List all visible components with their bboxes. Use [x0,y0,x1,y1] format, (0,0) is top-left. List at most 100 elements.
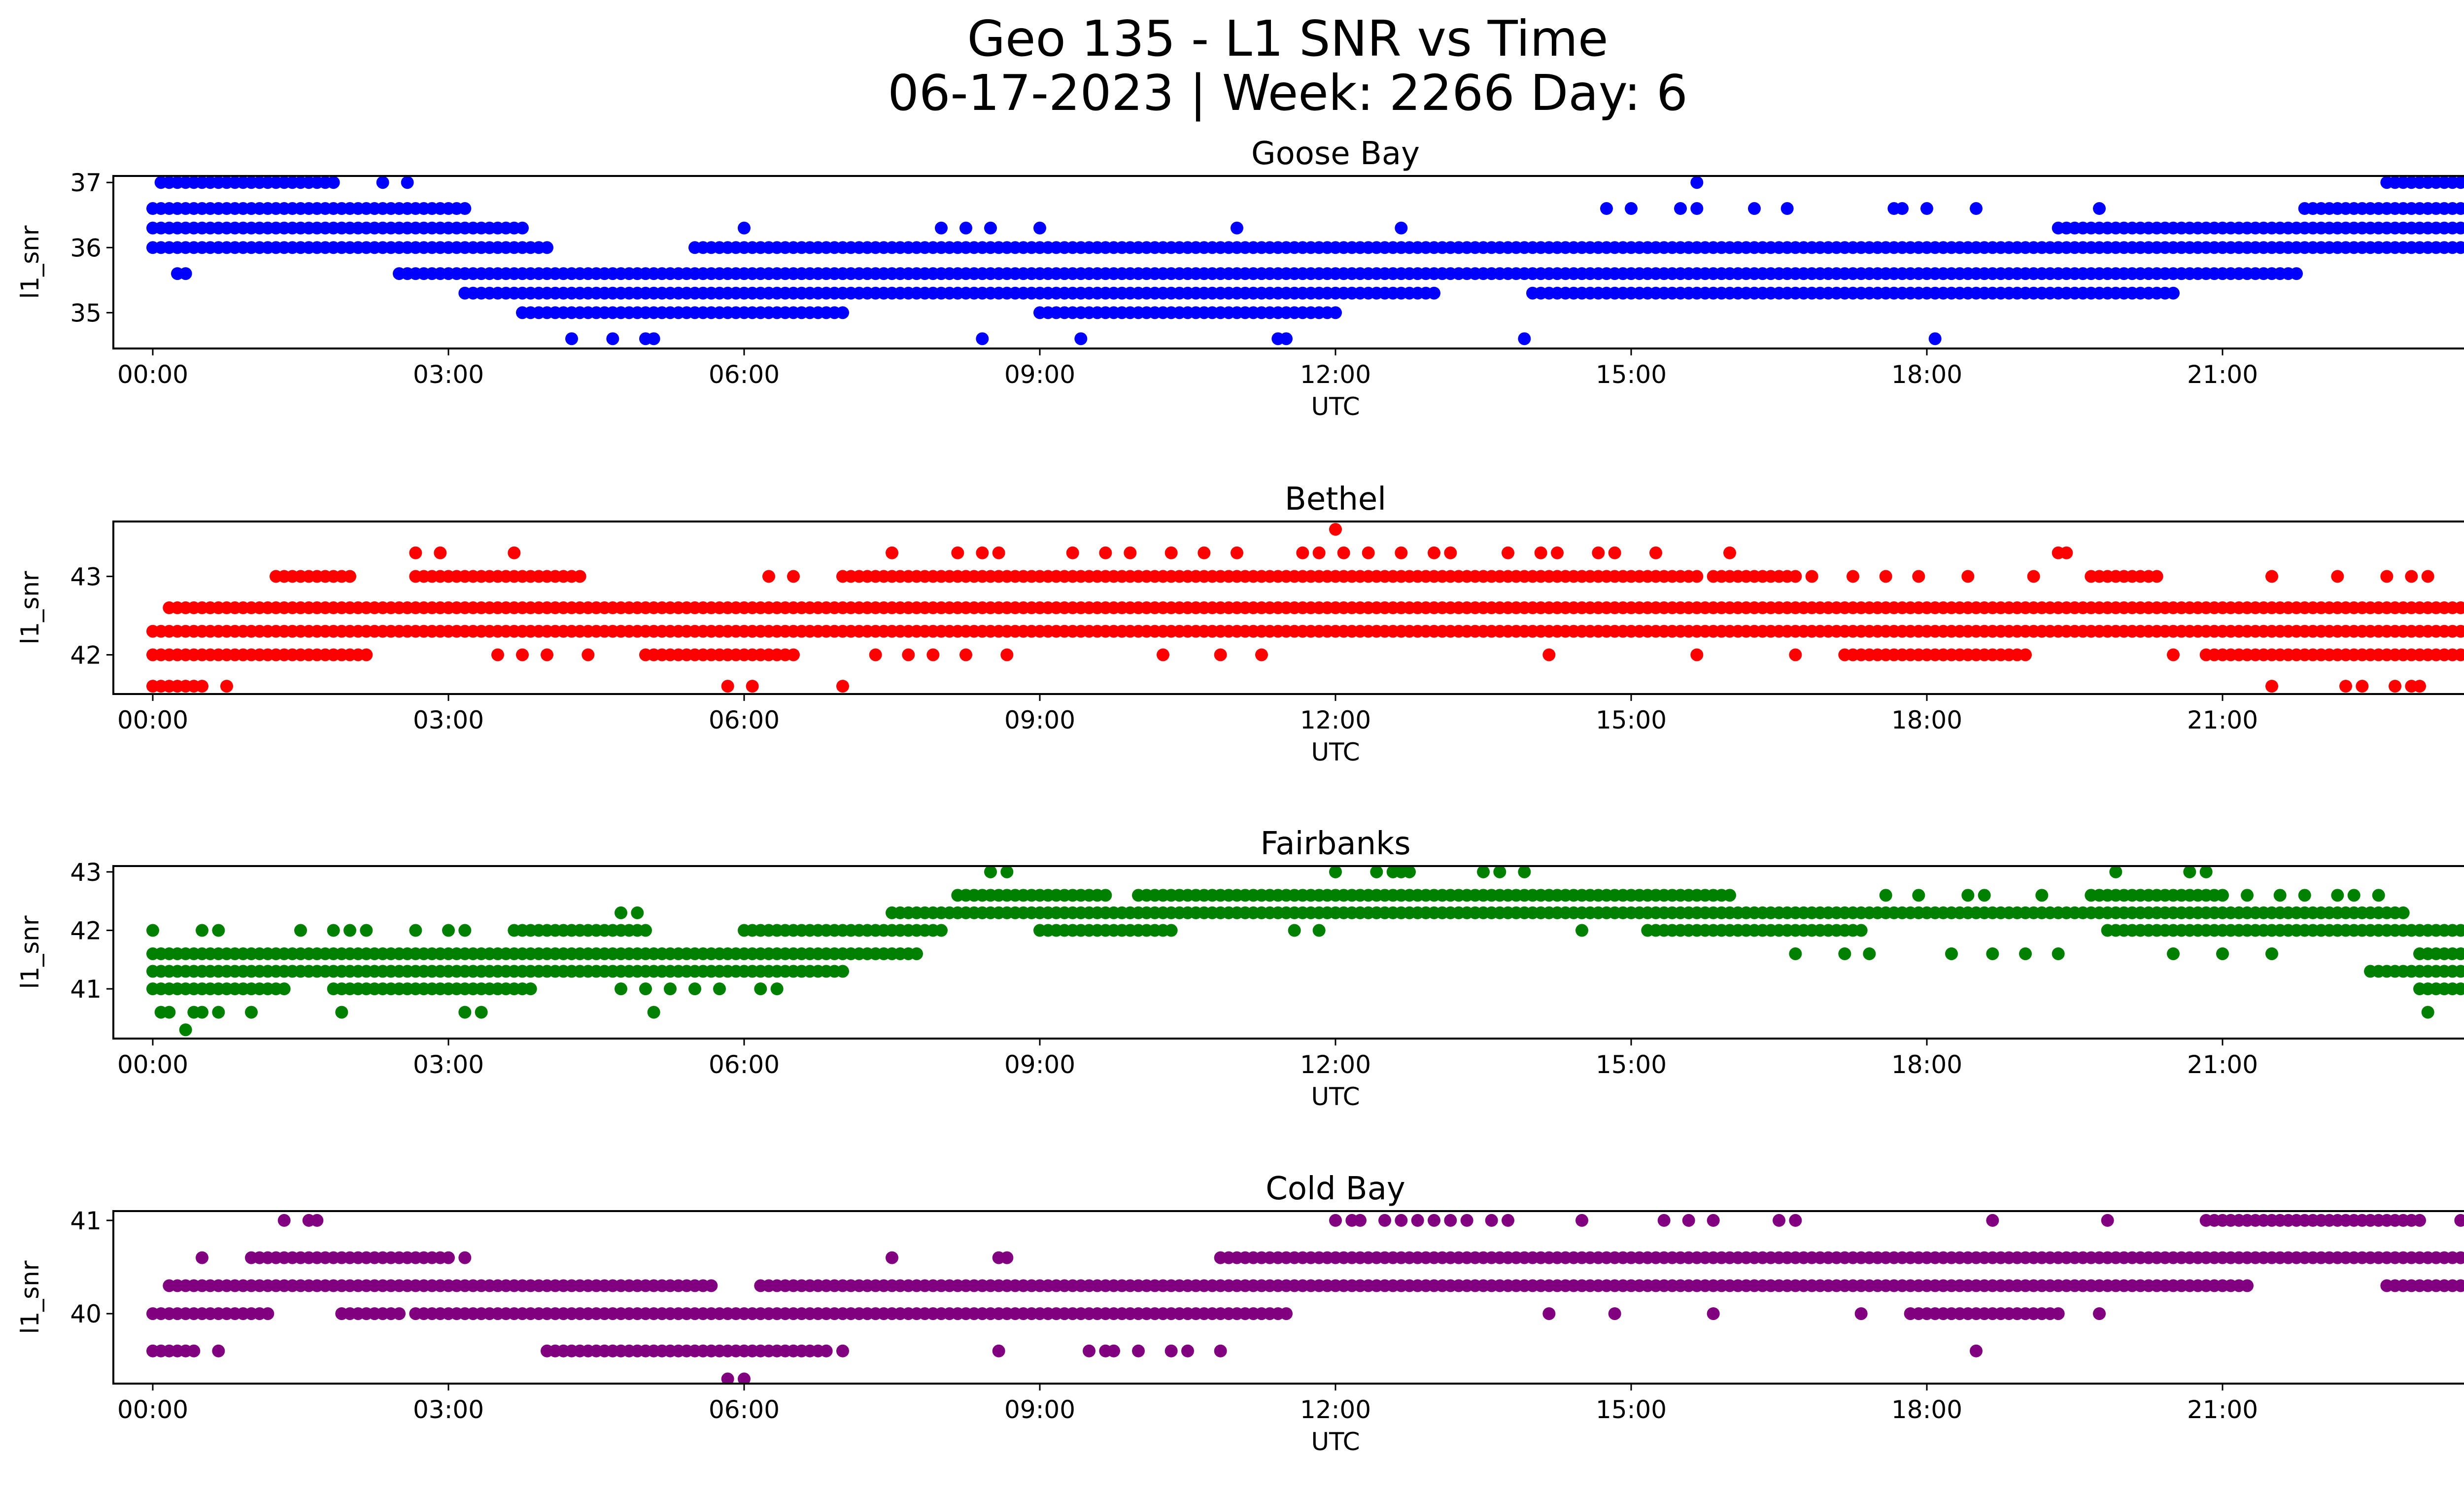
data-point [1789,947,1802,960]
data-point [1748,202,1761,215]
data-point [2454,947,2464,960]
x-tick-label: 03:00 [413,1395,484,1424]
data-point [196,1006,208,1019]
data-point [647,1006,660,1019]
y-tick-label: 43 [70,562,102,591]
data-point [2109,866,2122,878]
data-point [1231,221,1243,235]
data-point [1534,546,1547,559]
data-point [1000,866,1014,878]
x-tick-label: 06:00 [709,360,780,389]
data-point [910,947,923,960]
data-point [2052,947,2065,960]
data-point [1164,924,1178,937]
data-point [1518,332,1531,346]
x-tick-label: 00:00 [117,1395,188,1424]
data-point [343,570,356,583]
data-point [2216,889,2229,902]
data-point [2463,204,2464,213]
data-point [2331,889,2344,902]
data-point [458,1251,472,1264]
data-point [565,332,578,346]
data-point [984,221,997,235]
data-point [1789,570,1802,583]
panel-title: Goose Bay [1251,136,1420,172]
data-point [1608,546,1621,559]
data-point [1854,924,1868,937]
data-point [836,1344,849,1357]
data-point [631,906,644,919]
data-point [1255,648,1268,661]
y-tick-label: 40 [70,1300,102,1328]
data-point [2454,924,2464,937]
data-point [1592,546,1605,559]
data-point [2167,947,2180,960]
data-point [2356,680,2369,693]
data-point [721,648,734,661]
data-point [1460,1214,1473,1227]
data-point [1838,947,1851,960]
x-tick-label: 12:00 [1300,360,1371,389]
data-point [2052,1307,2065,1321]
data-point [1164,1344,1178,1357]
data-point [1312,924,1326,937]
data-point [1312,546,1326,559]
x-tick-label: 15:00 [1596,1050,1667,1079]
panel-bethel: Bethel 00:00 03:00 06:00 09:00 12:00 15:00 18:0… [16,481,2464,766]
data-point [2093,202,2106,215]
data-point [639,924,652,937]
data-point [1575,1214,1588,1227]
data-point [2454,1214,2464,1227]
data-point [294,924,307,937]
panel-title: Bethel [1285,481,1386,518]
data-point [376,176,389,189]
data-point [187,1344,201,1357]
data-point [1362,546,1375,559]
data-point [639,982,652,996]
data-points [146,866,2464,1037]
data-point [647,332,660,346]
y-tick-label: 41 [70,975,102,1004]
data-point [1690,202,1704,215]
data-point [1329,522,1342,536]
x-tick-label: 00:00 [117,1050,188,1079]
data-point [1083,1344,1095,1357]
data-point [1690,176,1704,189]
data-point [442,1251,455,1264]
data-point [409,546,422,559]
data-point [992,1344,1005,1357]
x-tick-label: 00:00 [117,706,188,734]
data-point [1600,202,1613,215]
data-point [220,680,233,693]
data-point [2265,680,2278,693]
data-point [1000,648,1014,661]
data-point [2060,546,2073,559]
plot-frame [112,1210,2464,1385]
data-point [1879,570,1892,583]
data-point [277,982,291,996]
data-point [1690,648,1704,661]
data-point [2454,241,2464,254]
data-point [1099,889,1112,902]
data-point [1378,1214,1391,1227]
panel-title: Cold Bay [1266,1171,1405,1207]
data-point [2241,889,2254,902]
data-point [1854,1307,1868,1321]
data-point [1928,332,1942,346]
data-point [343,924,356,937]
data-point [1074,332,1088,346]
panel-goose-bay: Goose Bay 00:00 03:00 06:00 09:00 12:00 15:00 1… [16,136,2464,421]
data-point [1723,546,1736,559]
data-point [1879,889,1892,902]
data-point [615,982,627,996]
x-tick-label: 09:00 [1004,360,1075,389]
data-point [984,866,997,878]
data-point [508,546,521,559]
data-point [1789,648,1802,661]
data-point [1444,1214,1457,1227]
data-points [146,176,2464,346]
data-point [836,965,849,978]
data-point [713,982,726,996]
data-point [2454,176,2464,189]
data-point [1099,546,1112,559]
